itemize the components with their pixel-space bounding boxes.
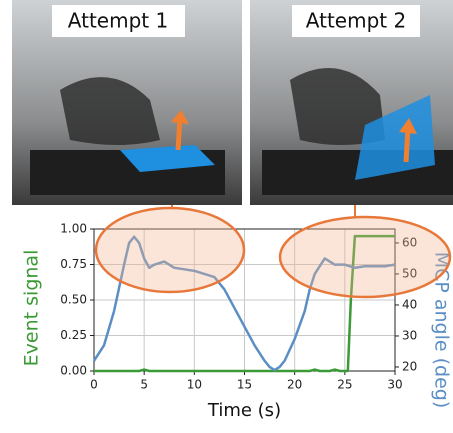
figure: Attempt 1 Attempt 2 0 5 10 15 20 25 30 0.00 0.25… — [0, 0, 453, 429]
x-tick-label: 30 — [387, 378, 402, 392]
y-tick-label: 1.00 — [60, 222, 87, 236]
y-tick-label: 0.50 — [60, 293, 87, 307]
photo-label: Attempt 1 — [68, 9, 168, 33]
y-tick-label: 0.75 — [60, 257, 87, 271]
x-tick-label: 10 — [187, 378, 202, 392]
x-axis-label: Time (s) — [207, 400, 281, 421]
x-tick-label: 25 — [337, 378, 352, 392]
x-tick-label: 0 — [90, 378, 98, 392]
x-tick-label: 15 — [237, 378, 252, 392]
y-tick-label: 0.25 — [60, 328, 87, 342]
y2-tick-label: 30 — [402, 328, 417, 342]
y-axis-label: Event signal — [21, 250, 43, 367]
annotations — [96, 205, 450, 297]
photo-label: Attempt 2 — [306, 9, 406, 33]
x-tick-label: 5 — [140, 378, 148, 392]
y-tick-label: 0.00 — [60, 364, 87, 378]
x-tick-label: 20 — [287, 378, 302, 392]
y2-tick-label: 20 — [402, 359, 417, 373]
y2-tick-label: 40 — [402, 297, 417, 311]
